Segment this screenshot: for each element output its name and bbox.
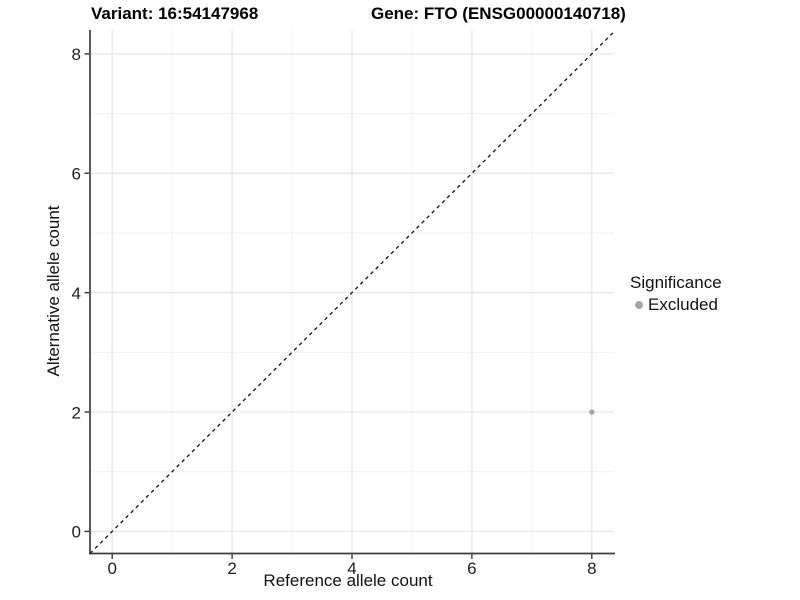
- y-axis-title: Alternative allele count: [44, 205, 63, 377]
- y-tick-label: 8: [72, 45, 81, 64]
- x-tick-label: 6: [467, 559, 476, 578]
- x-tick-label: 4: [347, 559, 356, 578]
- x-tick-label: 8: [587, 559, 596, 578]
- legend-item-label: Excluded: [648, 295, 718, 314]
- x-tick-label: 2: [227, 559, 236, 578]
- variant-title: Variant: 16:54147968: [91, 4, 259, 23]
- legend-title: Significance: [630, 273, 722, 292]
- gene-title: Gene: FTO (ENSG00000140718): [371, 4, 626, 23]
- y-tick-label: 6: [72, 165, 81, 184]
- x-tick-label: 0: [107, 559, 116, 578]
- data-point: [589, 409, 595, 415]
- y-tick-label: 0: [72, 523, 81, 542]
- legend: Significance Excluded: [630, 273, 722, 314]
- x-axis-title: Reference allele count: [263, 571, 433, 590]
- identity-dashed-line: [89, 31, 615, 554]
- excluded-point-swatch-icon: [635, 300, 643, 309]
- y-tick-label: 2: [72, 403, 81, 422]
- y-tick-label: 4: [72, 284, 81, 303]
- legend-item-excluded: Excluded: [630, 295, 722, 314]
